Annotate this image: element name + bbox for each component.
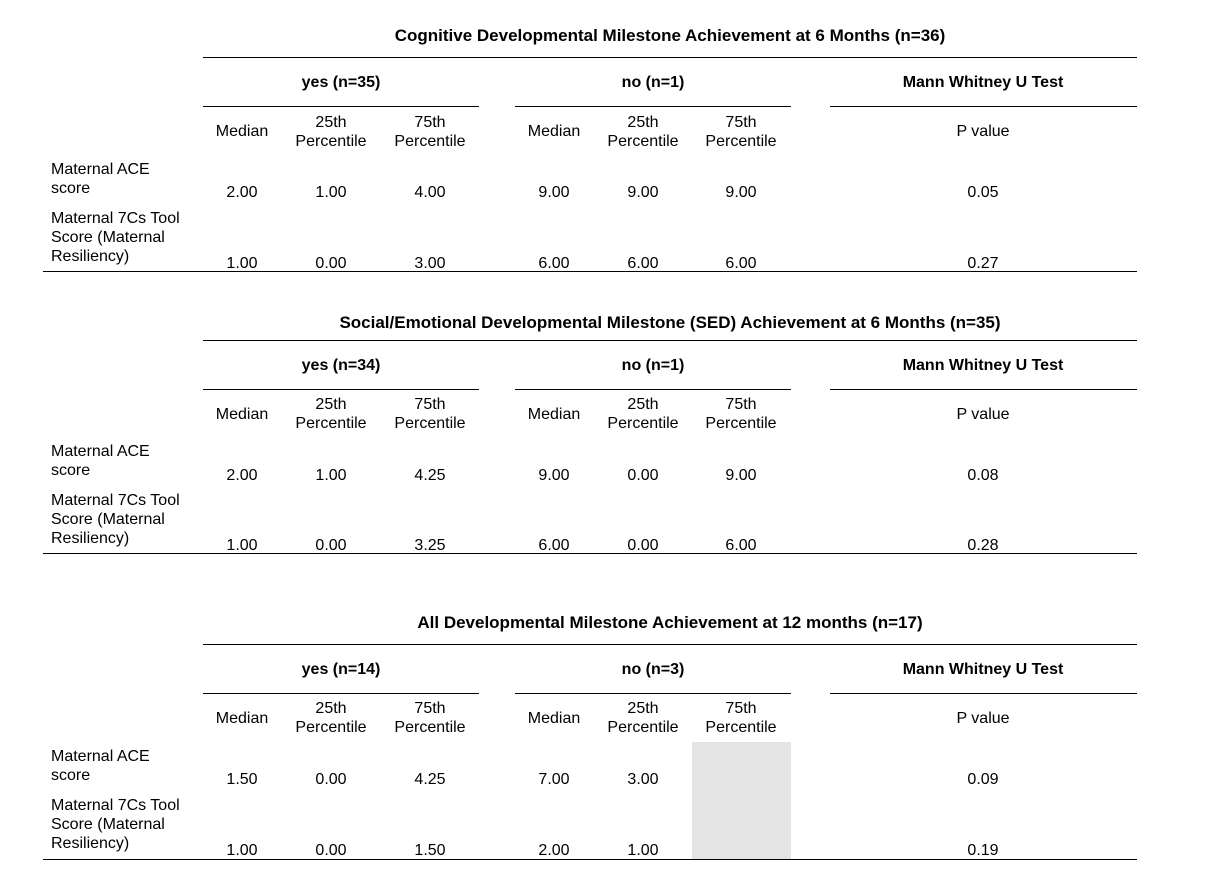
- cell-no-median: 6.00: [538, 537, 570, 554]
- col-header-75th: 75th Percentile: [705, 114, 777, 150]
- cell-no-p75: 6.00: [725, 255, 757, 272]
- cell-no-p25: 0.00: [627, 537, 659, 554]
- rule: [830, 389, 1137, 390]
- cell-no-p25: 6.00: [627, 255, 659, 272]
- col-header-75th: 75th Percentile: [394, 114, 466, 150]
- cell-p-value: 0.28: [967, 537, 999, 554]
- cell-no-median: 7.00: [538, 771, 570, 788]
- cell-p-value: 0.05: [967, 184, 999, 201]
- group-no-header: no (n=1): [621, 357, 685, 374]
- cell-yes-median: 1.00: [226, 842, 258, 859]
- col-header-median: Median: [215, 406, 269, 423]
- col-header-75th: 75th Percentile: [705, 700, 777, 736]
- col-header-25th: 25th Percentile: [295, 396, 367, 432]
- cell-yes-median: 1.00: [226, 537, 258, 554]
- cell-yes-p75: 1.50: [414, 842, 446, 859]
- cell-yes-median: 1.00: [226, 255, 258, 272]
- col-header-median: Median: [215, 123, 269, 140]
- col-header-median: Median: [527, 123, 581, 140]
- cell-no-p75: 9.00: [725, 184, 757, 201]
- cell-yes-p25: 0.00: [315, 537, 347, 554]
- row-label: Maternal 7Cs Tool Score (Maternal Resili…: [51, 797, 180, 852]
- cell-yes-p25: 1.00: [315, 184, 347, 201]
- rule: [43, 553, 1137, 554]
- rule: [43, 271, 1137, 272]
- rule: [203, 106, 479, 107]
- cell-yes-median: 2.00: [226, 467, 258, 484]
- cell-no-median: 6.00: [538, 255, 570, 272]
- cell-no-p25: 1.00: [627, 842, 659, 859]
- col-header-25th: 25th Percentile: [607, 396, 679, 432]
- rule: [203, 389, 479, 390]
- col-header-75th: 75th Percentile: [394, 700, 466, 736]
- cell-yes-median: 2.00: [226, 184, 258, 201]
- rule: [515, 106, 791, 107]
- rule: [830, 693, 1137, 694]
- cell-no-median: 9.00: [538, 184, 570, 201]
- row-label: Maternal 7Cs Tool Score (Maternal Resili…: [51, 492, 180, 547]
- group-no-header: no (n=3): [621, 661, 685, 678]
- cell-p-value: 0.09: [967, 771, 999, 788]
- group-test-header: Mann Whitney U Test: [902, 357, 1064, 374]
- cell-no-p75: 9.00: [725, 467, 757, 484]
- row-label: Maternal ACE score: [51, 748, 150, 784]
- cell-p-value: 0.19: [967, 842, 999, 859]
- cell-p-value: 0.08: [967, 467, 999, 484]
- group-yes-header: yes (n=14): [301, 661, 381, 678]
- col-header-25th: 25th Percentile: [295, 700, 367, 736]
- table-title: Cognitive Developmental Milestone Achiev…: [394, 26, 946, 45]
- group-test-header: Mann Whitney U Test: [902, 661, 1064, 678]
- cell-yes-median: 1.50: [226, 771, 258, 788]
- group-test-header: Mann Whitney U Test: [902, 74, 1064, 91]
- rule: [830, 106, 1137, 107]
- rule: [203, 340, 1137, 341]
- cell-yes-p25: 1.00: [315, 467, 347, 484]
- col-header-p-value: P value: [956, 406, 1010, 423]
- group-yes-header: yes (n=34): [301, 357, 381, 374]
- col-header-25th: 25th Percentile: [295, 114, 367, 150]
- row-label: Maternal 7Cs Tool Score (Maternal Resili…: [51, 210, 180, 265]
- cell-yes-p75: 4.25: [414, 467, 446, 484]
- rule: [203, 644, 1137, 645]
- group-no-header: no (n=1): [621, 74, 685, 91]
- cell-yes-p75: 4.25: [414, 771, 446, 788]
- cell-no-p25: 3.00: [627, 771, 659, 788]
- cell-yes-p75: 3.00: [414, 255, 446, 272]
- cell-yes-p75: 3.25: [414, 537, 446, 554]
- cell-p-value: 0.27: [967, 255, 999, 272]
- col-header-median: Median: [527, 710, 581, 727]
- cell-yes-p25: 0.00: [315, 771, 347, 788]
- cell-yes-p25: 0.00: [315, 255, 347, 272]
- col-header-p-value: P value: [956, 123, 1010, 140]
- col-header-25th: 25th Percentile: [607, 700, 679, 736]
- cell-no-p25: 9.00: [627, 184, 659, 201]
- rule: [203, 57, 1137, 58]
- cell-yes-p75: 4.00: [414, 184, 446, 201]
- cell-no-p25: 0.00: [627, 467, 659, 484]
- cell-no-p75: 6.00: [725, 537, 757, 554]
- row-label: Maternal ACE score: [51, 161, 150, 197]
- col-header-75th: 75th Percentile: [394, 396, 466, 432]
- shaded-empty-cells: [692, 742, 791, 859]
- group-yes-header: yes (n=35): [301, 74, 381, 91]
- cell-no-median: 9.00: [538, 467, 570, 484]
- rule: [515, 389, 791, 390]
- col-header-median: Median: [215, 710, 269, 727]
- cell-no-median: 2.00: [538, 842, 570, 859]
- cell-yes-p25: 0.00: [315, 842, 347, 859]
- rule: [203, 693, 479, 694]
- col-header-75th: 75th Percentile: [705, 396, 777, 432]
- table-title: All Developmental Milestone Achievement …: [417, 613, 923, 632]
- row-label: Maternal ACE score: [51, 443, 150, 479]
- col-header-25th: 25th Percentile: [607, 114, 679, 150]
- rule: [43, 859, 1137, 860]
- col-header-median: Median: [527, 406, 581, 423]
- table-title: Social/Emotional Developmental Milestone…: [339, 313, 1001, 332]
- rule: [515, 693, 791, 694]
- col-header-p-value: P value: [956, 710, 1010, 727]
